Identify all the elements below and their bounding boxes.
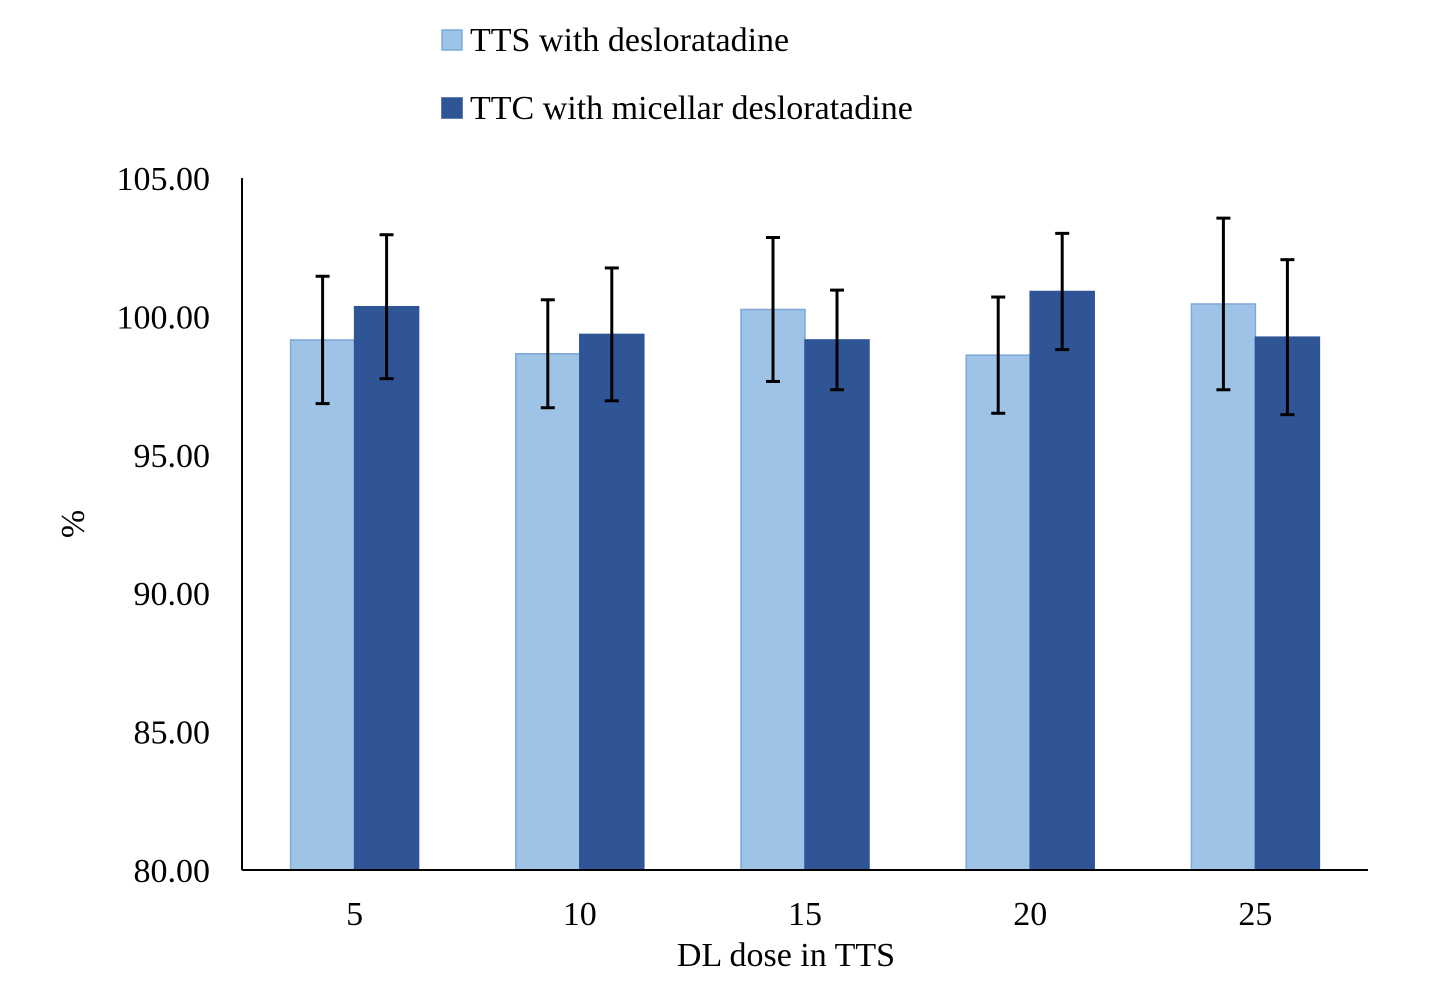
y-tick-label: 90.00	[134, 576, 211, 613]
bar-series2-15	[804, 339, 870, 871]
legend-swatch-2	[441, 97, 463, 119]
bar-series2-10	[579, 333, 645, 871]
bar-series2-20	[1029, 290, 1095, 871]
x-tick-label: 20	[1013, 896, 1047, 933]
bars	[289, 290, 1321, 871]
x-tick-label: 10	[563, 896, 597, 933]
x-tick-label: 5	[346, 896, 363, 933]
legend: TTS with desloratadine TTC with micellar …	[441, 22, 913, 127]
legend-swatch-1	[441, 29, 463, 51]
x-axis-title: DL dose in TTS	[677, 937, 895, 974]
legend-label-2: TTC with micellar desloratadine	[470, 90, 913, 127]
y-tick-label: 100.00	[117, 299, 211, 336]
legend-label-1: TTS with desloratadine	[470, 22, 789, 59]
y-axis: 80.00 85.00 90.00 95.00 100.00 105.00	[117, 161, 243, 890]
bar-series2-5	[353, 305, 420, 871]
bar-series2-25	[1254, 336, 1321, 871]
y-axis-title: %	[55, 510, 92, 538]
x-axis: 5 10 15 20 25	[242, 869, 1368, 933]
y-tick-label: 80.00	[134, 853, 211, 890]
bar-series1-15	[740, 308, 806, 871]
y-tick-label: 95.00	[134, 438, 211, 475]
bar-series1-20	[965, 354, 1031, 871]
x-tick-label: 15	[788, 896, 822, 933]
x-tick-label: 25	[1238, 896, 1272, 933]
y-tick-label: 105.00	[117, 161, 211, 198]
error-bars	[315, 216, 1295, 417]
bar-series1-5	[289, 339, 356, 871]
y-tick-label: 85.00	[134, 715, 211, 752]
bar-series1-10	[515, 353, 581, 871]
